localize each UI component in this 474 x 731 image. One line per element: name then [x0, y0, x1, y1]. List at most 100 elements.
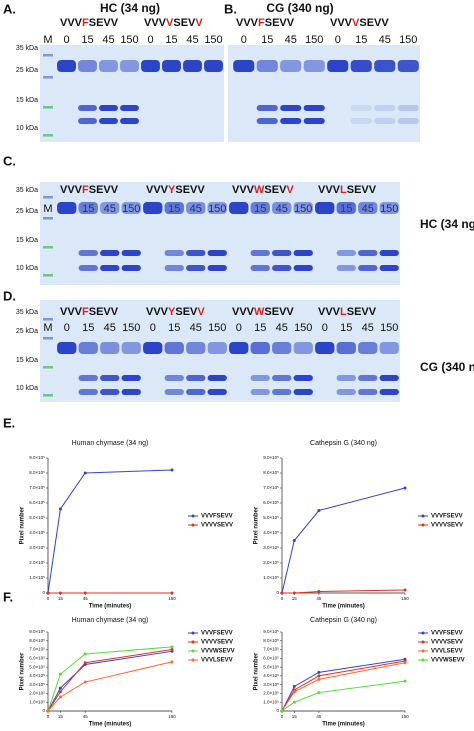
y-tick-label: 1.0×10⁵ [263, 575, 279, 580]
band [162, 60, 181, 72]
sequence-part: SEV [264, 184, 287, 196]
legend-marker [191, 523, 195, 527]
chart-title: Cathepsin G (340 ng) [310, 617, 377, 624]
lane-label: 45 [285, 34, 297, 46]
point [83, 471, 87, 475]
lane-label: 45 [104, 322, 116, 334]
y-tick-label: 6.0×10⁵ [263, 656, 279, 661]
y-tick-label: 3.0×10⁵ [29, 682, 45, 687]
sequence-part: VVV [318, 306, 341, 318]
band [143, 202, 163, 214]
ladder-band [43, 106, 53, 109]
sequence: VVVFSEVV [236, 17, 295, 29]
band [315, 342, 335, 354]
band [186, 250, 206, 256]
band [100, 375, 120, 381]
ladder-band [43, 366, 53, 369]
lane-label: 150 [204, 34, 222, 46]
y-axis-label: Pixel number [20, 506, 26, 544]
band [120, 60, 139, 72]
marker-label: 10 kDa [16, 125, 38, 132]
point [170, 645, 174, 649]
legend-label: VVVLSEVV [431, 649, 463, 655]
point [170, 468, 174, 472]
band [272, 202, 292, 214]
band [233, 60, 255, 72]
sequence-part: W [254, 306, 265, 318]
band [229, 342, 249, 354]
lane-label: 0 [63, 34, 69, 46]
band [358, 342, 378, 354]
band [379, 265, 399, 271]
band [164, 250, 184, 256]
band [379, 202, 399, 214]
band [141, 60, 160, 72]
band [256, 60, 278, 72]
sequence-part: W [254, 184, 265, 196]
point [58, 690, 62, 694]
sequence-part: VVV [236, 17, 259, 29]
sequence-part: F [82, 17, 89, 29]
band [164, 342, 184, 354]
legend-label: VVVWSEVV [431, 658, 465, 664]
sequence-part: VVV [144, 17, 167, 29]
series-line [281, 487, 406, 594]
x-tick-label: 0 [47, 714, 50, 719]
sequence-part: V [286, 184, 294, 196]
marker-label: 25 kDa [16, 328, 38, 335]
point [83, 661, 87, 665]
gel [40, 45, 224, 142]
band [358, 375, 378, 381]
point [58, 686, 62, 690]
y-axis-label: Pixel number [20, 652, 26, 690]
band [379, 375, 399, 381]
sequence-part: Y [168, 306, 176, 318]
point [292, 700, 296, 704]
band [374, 118, 396, 124]
band [99, 60, 118, 72]
band [350, 118, 372, 124]
band [78, 250, 98, 256]
legend-label: VVVFSEVV [431, 631, 463, 637]
band [57, 60, 76, 72]
sequence: VVVFSEVV [60, 306, 119, 318]
point [170, 591, 174, 595]
legend-marker [421, 649, 425, 653]
point [83, 591, 87, 595]
band [350, 105, 372, 111]
band [272, 389, 292, 395]
ladder-band [43, 394, 53, 397]
legend-marker [191, 649, 195, 653]
y-tick-label: 8.0×10⁵ [263, 470, 279, 475]
x-tick-label: 0 [281, 714, 284, 719]
sequence-part: SEVV [89, 184, 119, 196]
legend-marker [421, 514, 425, 518]
band [186, 265, 206, 271]
lane-marker: M [43, 34, 52, 46]
lane-label: 15 [340, 322, 352, 334]
legend-marker [421, 523, 425, 527]
sequence-part: VVV [146, 306, 169, 318]
band [78, 375, 98, 381]
point [46, 591, 50, 595]
x-tick-label: 150 [168, 714, 176, 719]
sequence-part: VVV [232, 306, 255, 318]
lane-label: 15 [165, 34, 177, 46]
band [78, 202, 98, 214]
x-tick-label: 150 [401, 714, 409, 719]
legend-marker [191, 640, 195, 644]
y-tick-label: 4.0×10⁵ [29, 530, 45, 535]
y-tick-label: 9.0×10⁵ [29, 455, 45, 460]
band [164, 389, 184, 395]
lane-label: 150 [122, 322, 140, 334]
lane-label: 15 [168, 322, 180, 334]
point [292, 539, 296, 542]
y-tick-label: 0 [276, 708, 279, 713]
band [256, 118, 278, 124]
point [403, 661, 407, 665]
point [403, 486, 407, 490]
point [317, 677, 321, 681]
point [292, 684, 296, 688]
legend-label: VVVFSEVV [431, 514, 463, 520]
